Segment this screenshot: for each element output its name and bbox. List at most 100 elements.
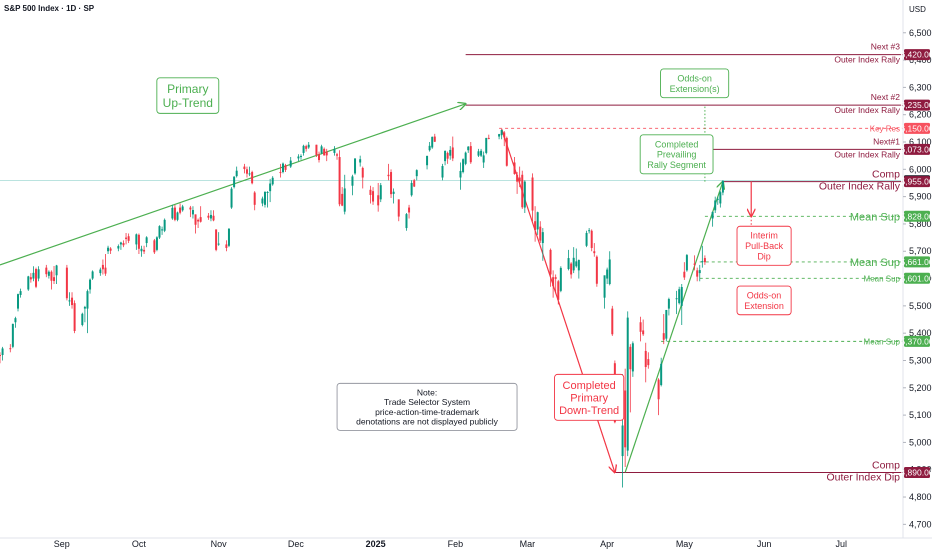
y-tick-label: 5,000.00 xyxy=(909,437,932,447)
candles xyxy=(0,129,724,488)
candle-body xyxy=(266,191,269,193)
x-tick-label: Jun xyxy=(757,539,772,549)
time-axis[interactable]: Sep Oct Nov Dec 2025 Feb Mar Apr May Jun Jul xyxy=(54,539,847,549)
candle-body xyxy=(32,272,35,279)
candle-body xyxy=(135,234,138,245)
candle-body xyxy=(176,212,179,220)
candle-body xyxy=(225,244,228,248)
candle-body xyxy=(29,277,32,280)
level-label: Mean Sup xyxy=(864,274,901,283)
candle-body xyxy=(197,219,200,222)
price-tag-bg xyxy=(904,256,930,268)
price-tag-label: 5,601.00 xyxy=(900,273,932,283)
candle-body xyxy=(603,275,606,298)
candle-body xyxy=(377,195,380,206)
candle-body xyxy=(477,151,480,156)
candle-body xyxy=(554,277,557,279)
candle-body xyxy=(467,146,470,151)
candle-body xyxy=(685,255,688,271)
candle-body xyxy=(189,207,192,210)
callout-1-box xyxy=(554,373,625,421)
candle-body xyxy=(369,189,372,195)
candle-body xyxy=(83,306,86,309)
candle-body xyxy=(333,149,336,153)
y-tick-label: 4,800.00 xyxy=(909,492,932,502)
level-label: Mean Sup xyxy=(850,211,900,223)
price-tag-label: 5,370.00 xyxy=(900,336,932,346)
level-label: Next#1 xyxy=(873,136,900,146)
candle-body xyxy=(523,181,526,208)
price-tag-label: 5,828.00 xyxy=(900,211,932,221)
candle-body xyxy=(233,176,236,188)
candle-body xyxy=(451,147,454,159)
level-label: Next #3 xyxy=(871,42,901,52)
candle-body xyxy=(426,155,429,166)
y-tick-label: 5,100.00 xyxy=(909,410,932,420)
candle-body xyxy=(248,173,251,175)
candle-body xyxy=(585,232,588,246)
candle-body xyxy=(305,146,308,149)
candle-body xyxy=(284,165,287,170)
level-label: Comp xyxy=(872,169,900,181)
callout-1-text: Down-Trend xyxy=(559,405,619,417)
candle-body xyxy=(431,136,434,148)
price-tag-bg xyxy=(904,99,930,111)
candle-body xyxy=(320,146,323,153)
level-label: Outer Index Rally xyxy=(819,181,901,193)
currency-label: USD xyxy=(909,5,926,14)
candle-body xyxy=(297,156,300,159)
candle-body xyxy=(397,199,400,217)
candle-body xyxy=(158,226,161,238)
candle-body xyxy=(590,230,593,248)
candle-body xyxy=(171,207,174,219)
x-tick-label: Jul xyxy=(835,539,847,549)
callout-0-text: Primary xyxy=(167,82,208,96)
candle-body xyxy=(536,212,539,230)
candle-body xyxy=(379,185,382,200)
level-label: Outer Index Dip xyxy=(826,471,900,483)
y-tick-label: 6,000.00 xyxy=(909,164,932,174)
candle-body xyxy=(680,287,683,306)
price-tag: 5,601.00 xyxy=(900,272,932,284)
y-tick-label: 5,900.00 xyxy=(909,192,932,202)
candle-body xyxy=(570,263,573,275)
callout-2-text: Odds-on xyxy=(677,73,712,83)
candle-body xyxy=(81,313,84,325)
candle-body xyxy=(55,265,58,276)
candle-body xyxy=(639,322,642,332)
candle-body xyxy=(73,303,76,331)
x-tick-label: 2025 xyxy=(366,539,386,549)
x-tick-label: Apr xyxy=(600,539,614,549)
candle-body xyxy=(593,251,596,254)
callout-5-box xyxy=(736,285,792,316)
candle-body xyxy=(559,267,562,291)
candle-body xyxy=(235,170,238,177)
candle-body xyxy=(281,163,284,173)
candle-body xyxy=(631,343,634,372)
price-tag-bg xyxy=(904,466,930,478)
level-label: Mean Sup xyxy=(850,257,900,269)
candle-body xyxy=(577,259,580,271)
candle-body xyxy=(354,158,357,174)
level-label: Mean Sup xyxy=(864,337,901,346)
candle-body xyxy=(693,263,696,265)
candle-body xyxy=(127,236,130,241)
callout-3-text: Rally Segment xyxy=(647,160,706,170)
x-tick-label: Mar xyxy=(520,539,536,549)
candle-body xyxy=(678,289,681,304)
rally-segment-line xyxy=(624,182,723,473)
candle-body xyxy=(117,246,120,249)
candle-body xyxy=(372,191,375,202)
callout-1-text: Completed xyxy=(563,380,616,392)
candle-body xyxy=(230,188,233,208)
y-tick-label: 5,400.00 xyxy=(909,328,932,338)
candle-body xyxy=(91,271,94,279)
candle-body xyxy=(711,211,714,219)
note-text: Trade Selector System xyxy=(384,397,470,407)
price-tag-bg xyxy=(904,122,930,134)
candle-body xyxy=(65,267,68,299)
candle-body xyxy=(549,249,552,275)
candle-body xyxy=(212,215,215,221)
